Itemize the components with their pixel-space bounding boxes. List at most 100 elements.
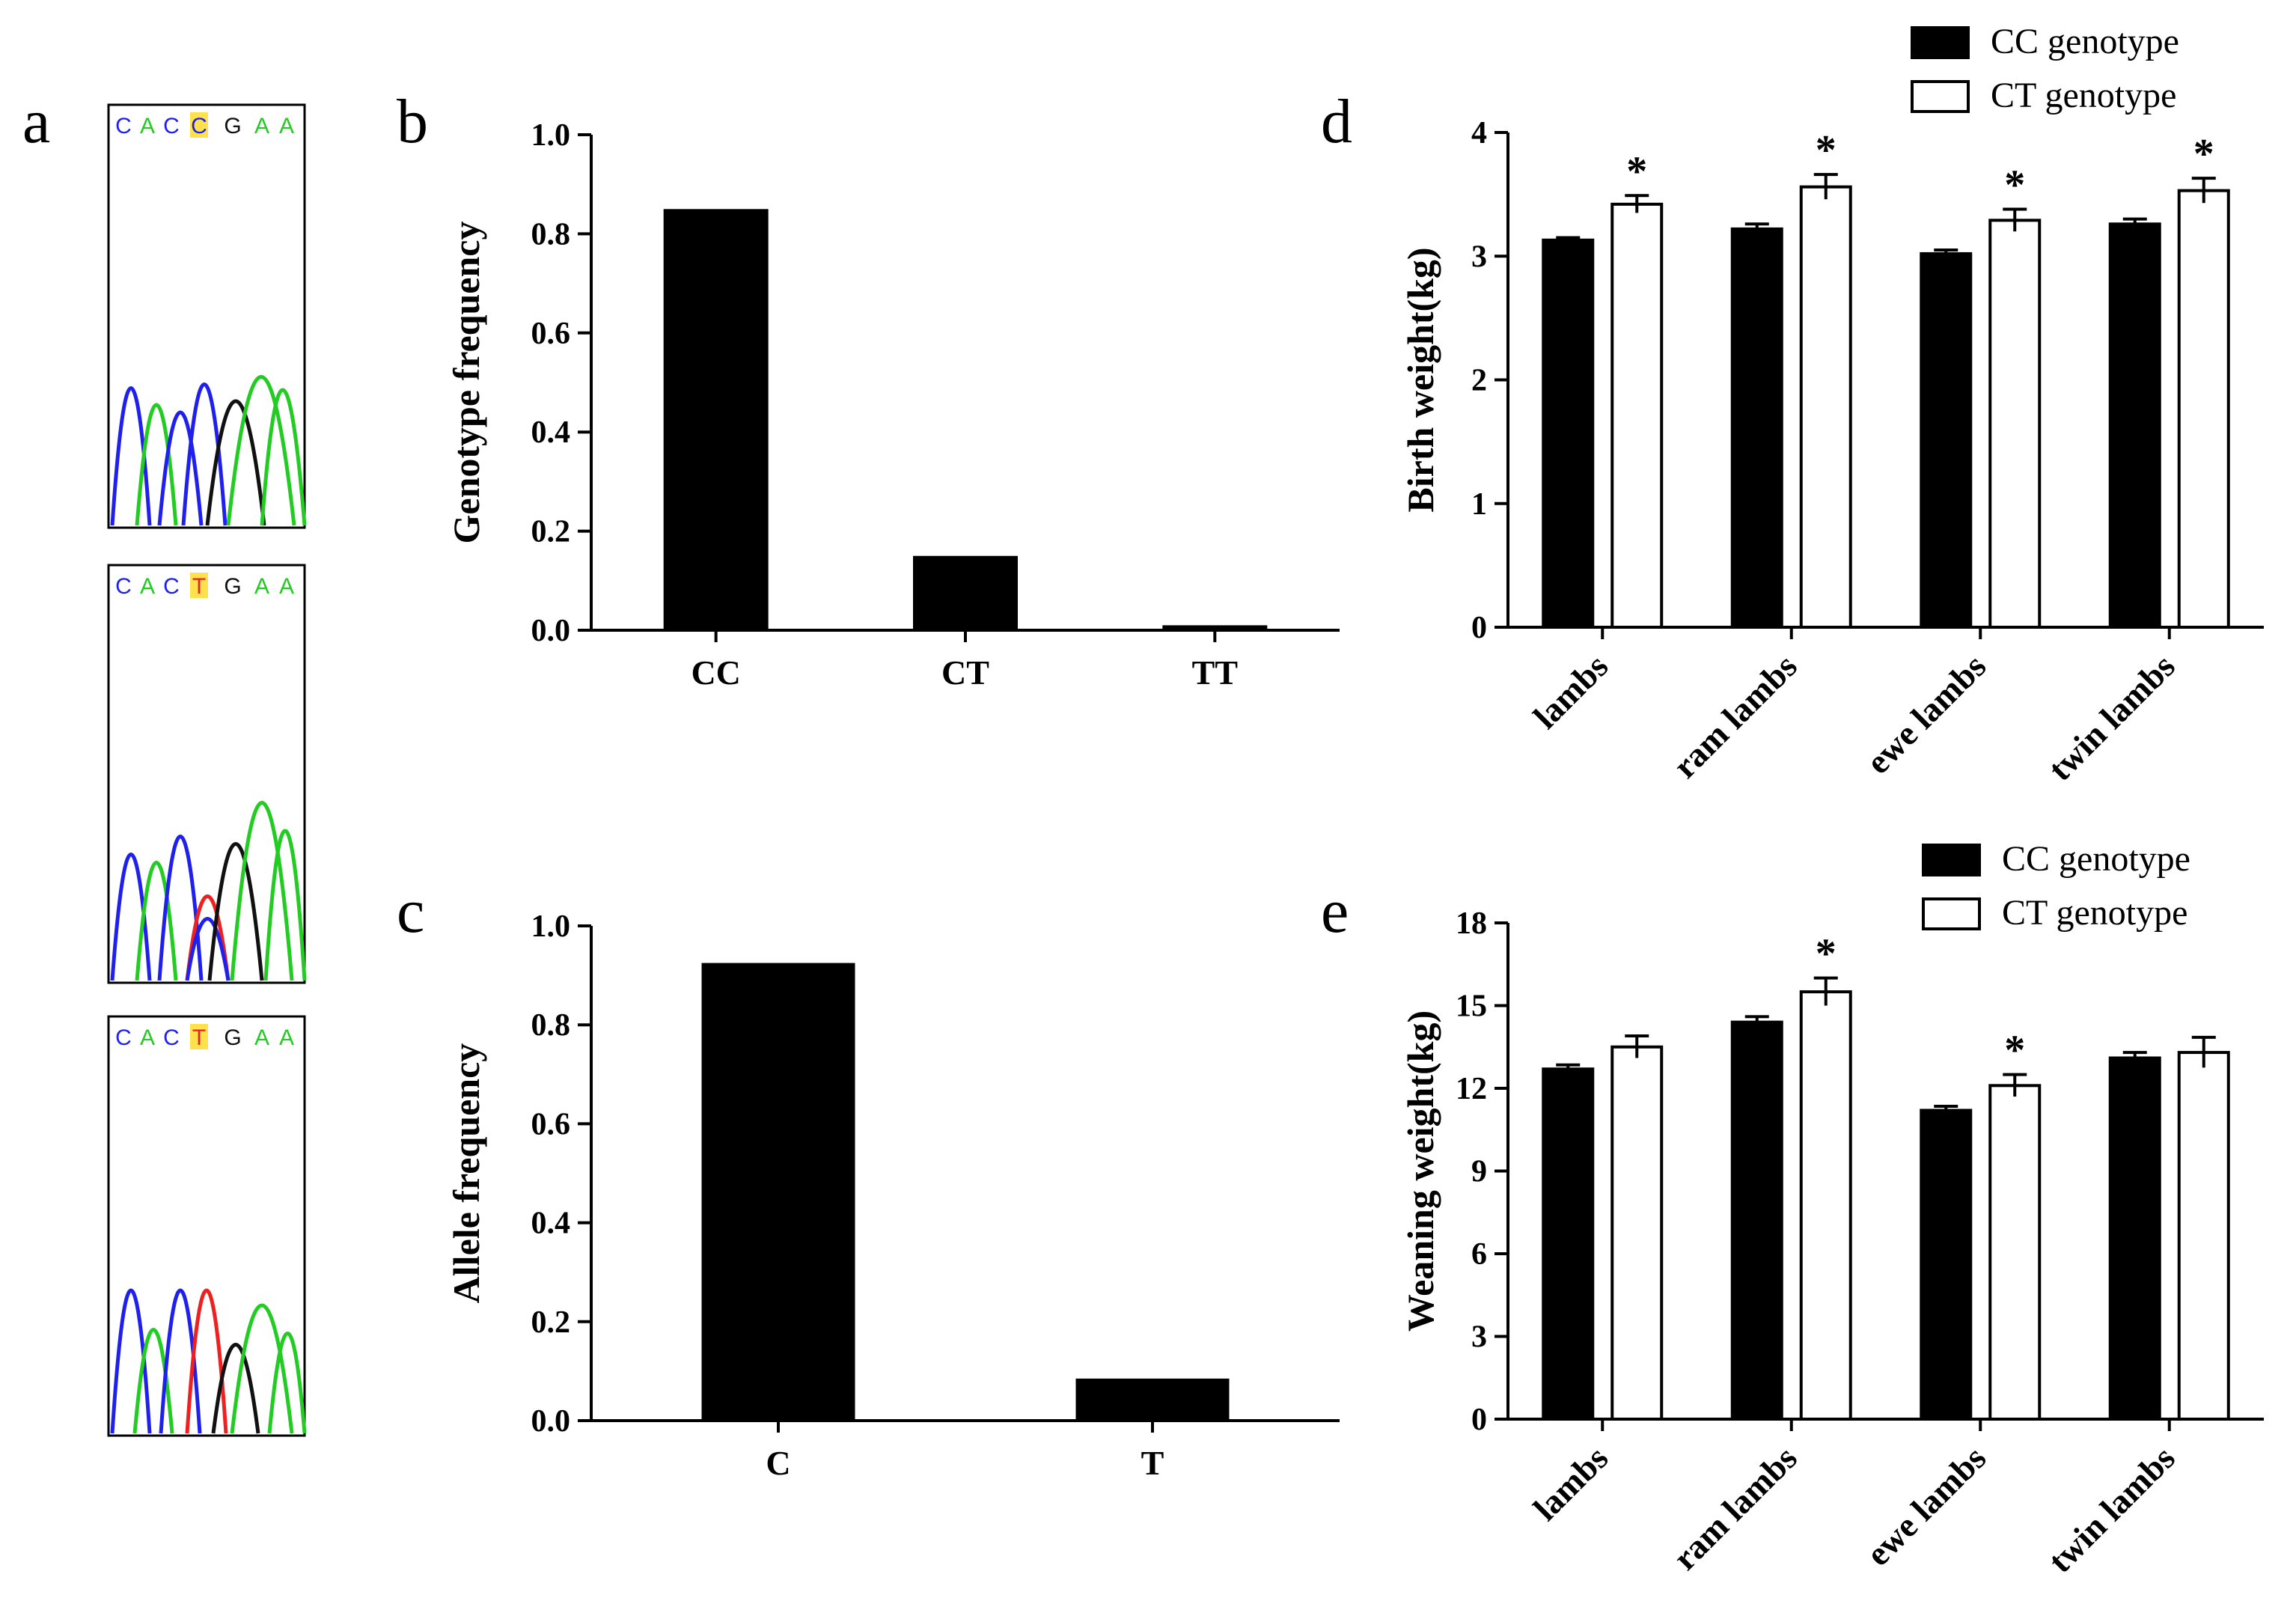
y-axis-title: Allele frequency (445, 1043, 487, 1304)
chart-birth-weight: 0 1 2 3 4 Birth weight(kg) * lambs * ram lambs * ew… (1399, 22, 2264, 788)
x-tick-label: ram lambs (1666, 1439, 1804, 1577)
panel-letter-e: e (1321, 876, 1349, 946)
bar-ct-twin-lambs (2177, 189, 2230, 629)
significance-star: * (1816, 931, 1837, 978)
base-3: C (163, 114, 180, 138)
legend-swatch-cc (1922, 844, 1981, 876)
trace-a (267, 1332, 307, 1434)
y-axis-title: Genotype frequency (445, 222, 487, 544)
trace-a (132, 1328, 174, 1434)
y-tick-label: 4 (1471, 116, 1487, 150)
chromatogram-3: C A C T G A A (107, 1015, 307, 1437)
chromatogram-1: C A C C G A A (107, 103, 307, 529)
base-highlight (190, 573, 208, 598)
x-tick-label: C (766, 1444, 790, 1482)
x-tick-label: T (1141, 1444, 1164, 1482)
bar-ct-ewe-lambs (1988, 219, 2042, 629)
bar-cc-twin-lambs (2108, 222, 2161, 629)
base-highlight (190, 112, 208, 138)
y-tick-label: 12 (1456, 1072, 1487, 1106)
y-tick-label: 0.2 (531, 1305, 571, 1340)
significance-star: * (2004, 162, 2025, 208)
x-tick-label: lambs (1526, 647, 1615, 736)
trace-g (205, 399, 266, 526)
chromatogram-frame (107, 564, 306, 984)
base-1: C (115, 1025, 132, 1050)
x-tick-label: twin lambs (2041, 647, 2182, 788)
x-tick-label: CT (941, 653, 989, 692)
trace-c (185, 917, 230, 981)
chart-weaning-weight: 0 3 6 9 12 15 18 Weaning weight(kg) lambs * ram la… (1399, 839, 2264, 1580)
bar-ct-twin-lambs (2177, 1051, 2230, 1421)
y-tick-label: 0.6 (531, 1107, 571, 1141)
bar-cc-twin-lambs (2108, 1056, 2161, 1421)
y-axis-title: Weaning weight(kg) (1399, 1010, 1441, 1332)
trace-a (135, 861, 178, 981)
y-tick-label: 0.2 (531, 515, 571, 549)
y-tick-label: 1.0 (531, 909, 571, 944)
trace-c (110, 1288, 152, 1434)
trace-c (157, 410, 204, 526)
bar-ct-lambs (1610, 1045, 1664, 1421)
y-tick-label: 3 (1471, 240, 1487, 274)
y-tick-label: 9 (1471, 1155, 1487, 1189)
x-tick-label: lambs (1526, 1439, 1615, 1528)
y-tick-label: 18 (1456, 906, 1487, 941)
base-6: A (254, 574, 269, 599)
trace-a (260, 388, 307, 526)
y-tick-label: 15 (1456, 990, 1487, 1024)
y-axis-title: Birth weight(kg) (1399, 247, 1441, 512)
y-tick-label: 0.4 (531, 415, 571, 450)
panel-letter-a: a (22, 87, 50, 156)
x-tick-label: twin lambs (2041, 1439, 2182, 1580)
bar-cc-lambs (1542, 1067, 1595, 1421)
y-tick-label: 0.0 (531, 614, 571, 648)
base-highlight (190, 1024, 208, 1049)
bar-ct-lambs (1610, 202, 1664, 629)
base-3: C (163, 574, 180, 599)
trace-a (230, 1303, 294, 1434)
base-2: A (140, 114, 155, 138)
trace-a (263, 829, 307, 981)
base-7: A (279, 1025, 294, 1050)
y-tick-label: 3 (1471, 1320, 1487, 1355)
chromatogram-2: C A C T G A A (107, 564, 307, 984)
base-2: A (140, 1025, 155, 1050)
bar-cc (663, 209, 769, 630)
base-7: A (279, 114, 294, 138)
bar-cc-ewe-lambs (1920, 1109, 1973, 1421)
y-tick-label: 0.0 (531, 1404, 571, 1439)
significance-star: * (1816, 127, 1837, 174)
panel-letter-d: d (1321, 87, 1352, 156)
x-tick-label: TT (1192, 653, 1238, 692)
y-tick-label: 2 (1471, 364, 1487, 398)
y-tick-label: 0.4 (531, 1207, 571, 1241)
x-tick-label: ram lambs (1666, 647, 1804, 785)
legend-swatch-ct (1922, 897, 1981, 930)
bar-cc-ram-lambs (1730, 1020, 1783, 1421)
bar-ct (913, 555, 1018, 630)
base-3: C (163, 1025, 180, 1050)
chart-allele-frequency: 0.0 0.2 0.4 0.6 0.8 1.0 Allele frequency C T (445, 909, 1340, 1482)
bar-t (1075, 1378, 1230, 1421)
legend-swatch-ct (1911, 80, 1970, 113)
base-1: C (115, 574, 132, 599)
significance-star: * (2004, 1028, 2025, 1074)
y-tick-label: 0.6 (531, 317, 571, 351)
y-tick-label: 0 (1471, 611, 1487, 645)
bar-cc-ewe-lambs (1920, 251, 1973, 629)
legend-label: CC genotype (1991, 22, 2179, 61)
trace-c (157, 835, 204, 981)
chart-genotype-frequency: 0.0 0.2 0.4 0.6 0.8 1.0 Genotype frequency CC CT… (445, 118, 1340, 692)
base-5: G (224, 114, 241, 138)
trace-g (211, 1343, 260, 1434)
legend-label: CT genotype (1991, 76, 2176, 115)
legend-label: CT genotype (2002, 893, 2187, 933)
base-6: A (254, 1025, 269, 1050)
base-2: A (140, 574, 155, 599)
legend-label: CC genotype (2002, 839, 2190, 879)
trace-a (230, 801, 294, 981)
bar-ct-ram-lambs (1799, 990, 1852, 1421)
bar-cc-ram-lambs (1730, 227, 1783, 629)
